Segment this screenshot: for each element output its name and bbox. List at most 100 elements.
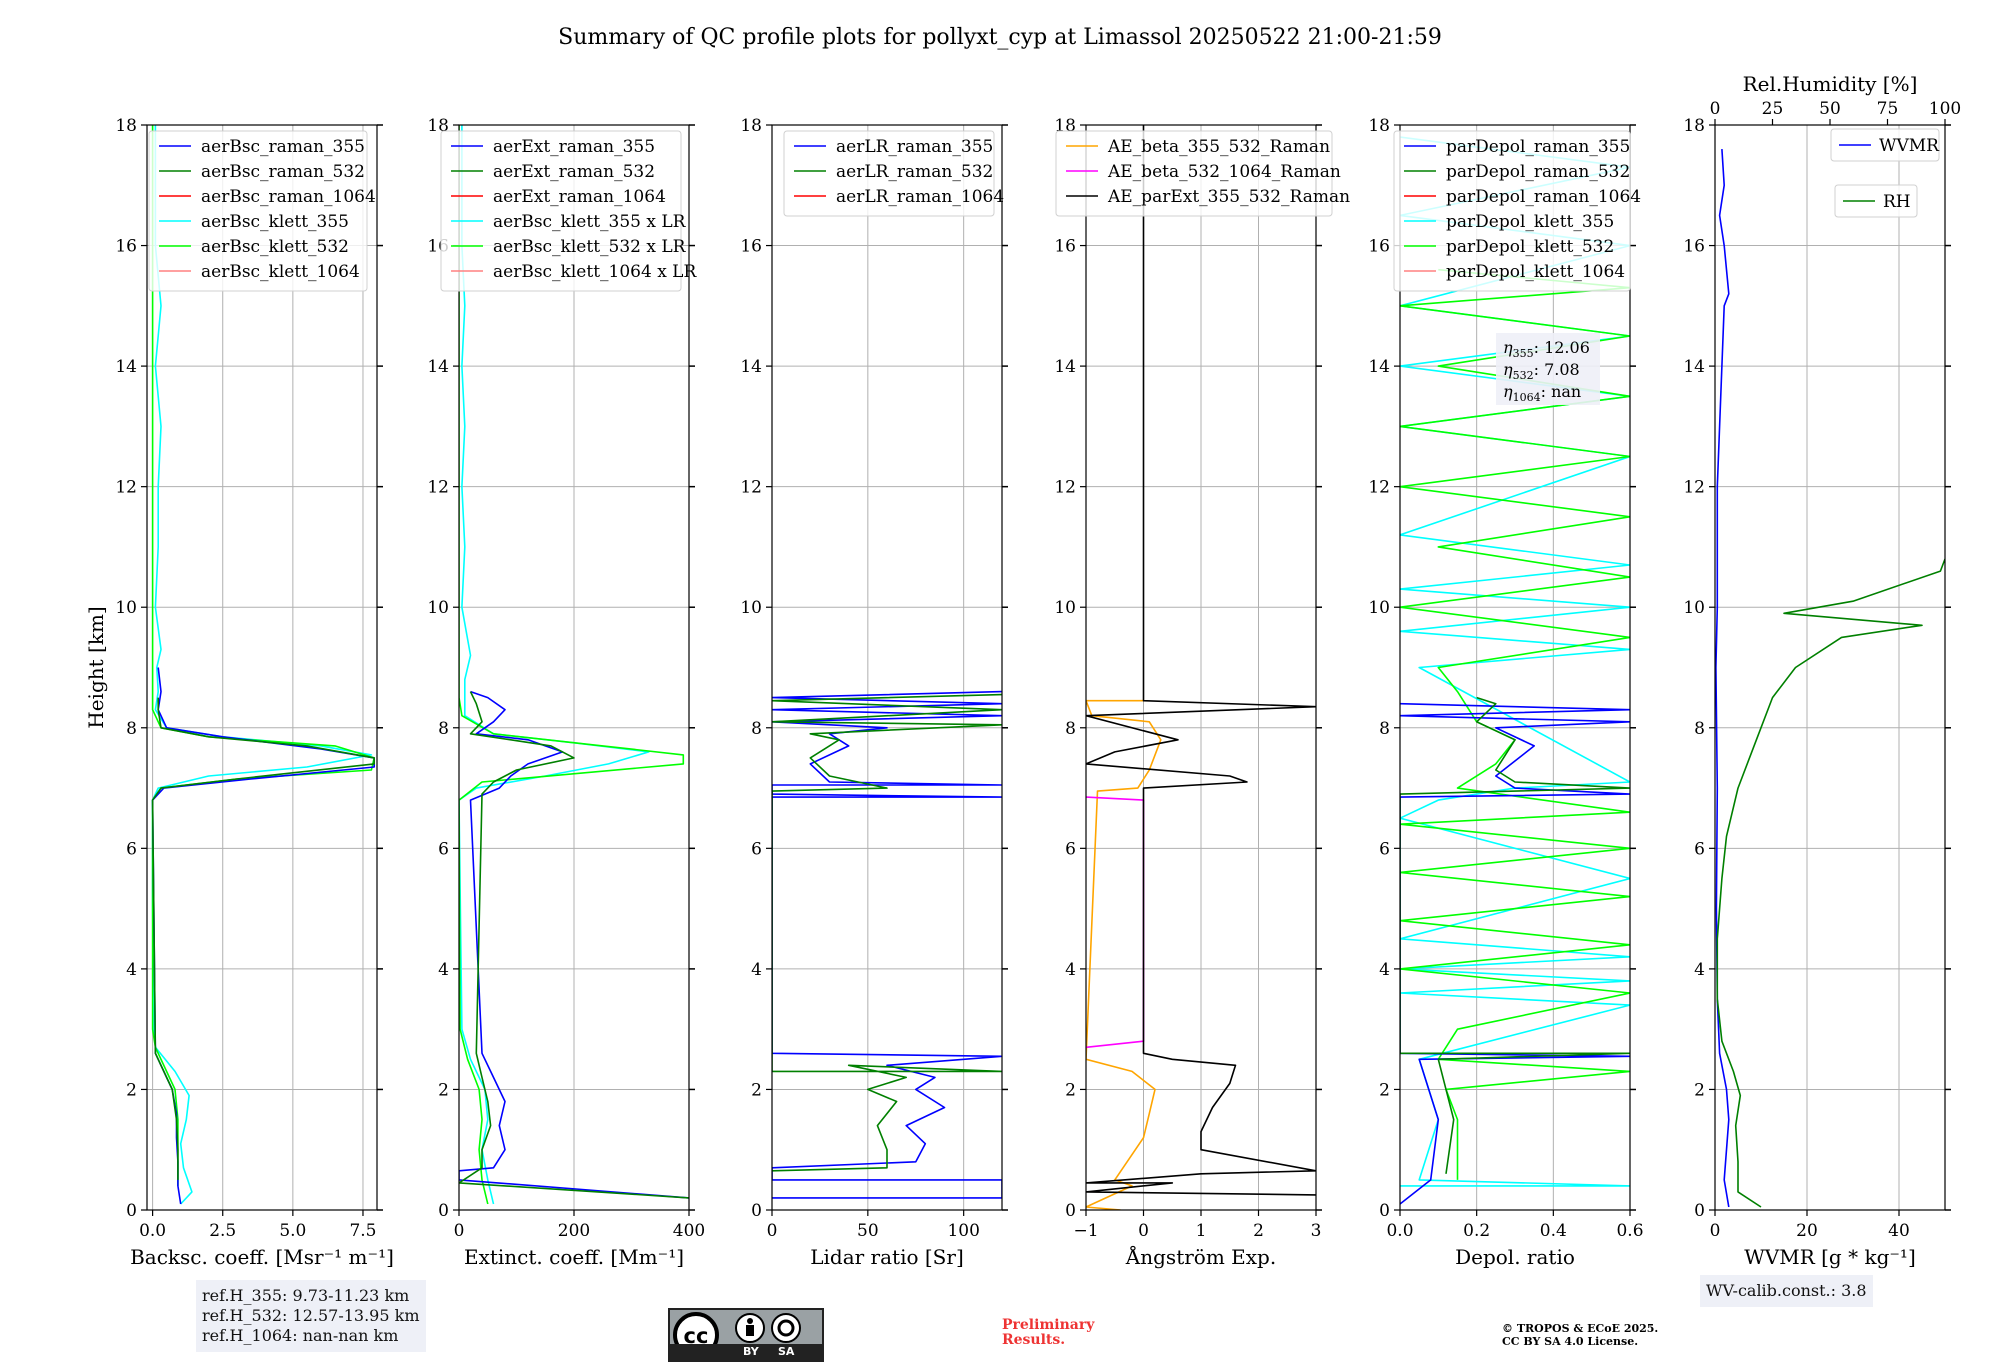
copyright-notice: © TROPOS & ECoE 2025. CC BY SA 4.0 Licen… <box>1502 1322 1658 1348</box>
legend-label: AE_beta_355_532_Raman <box>1107 137 1330 157</box>
y-tick-label: 6 <box>126 839 137 859</box>
series-line-parDepol_raman_355 <box>1400 702 1630 1205</box>
y-tick-label: 16 <box>115 237 137 257</box>
eta-symbol: η <box>1503 360 1513 379</box>
legend-label: aerLR_raman_532 <box>836 162 993 182</box>
y-tick-label: 14 <box>115 357 137 377</box>
y-tick-label: 6 <box>1694 839 1705 859</box>
legend: parDepol_raman_355 parDepol_raman_532 parD… <box>1393 130 1641 292</box>
reference-height-box: ref.H_355: 9.73-11.23 km ref.H_532: 12.5… <box>196 1280 426 1352</box>
copyright-line-2: CC BY SA 4.0 License. <box>1502 1335 1639 1348</box>
series-line-aerExt_raman_355 <box>459 690 689 1199</box>
series-group <box>1086 125 1316 1210</box>
y-tick-label: 10 <box>1368 598 1390 618</box>
y-tick-label: 14 <box>740 357 762 377</box>
y-tick-label: 0 <box>1379 1201 1390 1221</box>
x-tick-label: 50 <box>857 1221 879 1241</box>
y-tick-label: 12 <box>1054 478 1076 498</box>
x-axis-label: Ångström Exp. <box>1125 1244 1276 1269</box>
x-tick-label: 400 <box>673 1221 705 1241</box>
x-tick-label: 40 <box>1888 1221 1910 1241</box>
y-tick-label: 6 <box>751 839 762 859</box>
wv-calib-box: WV-calib.const.: 3.8 <box>1700 1275 1873 1307</box>
series-group <box>1400 136 1630 1205</box>
wv-calib-text: WV-calib.const.: 3.8 <box>1706 1281 1867 1300</box>
series-line-aerLR_raman_355 <box>772 690 1002 1199</box>
legend: aerExt_raman_355 aerExt_raman_532 aerExt_r… <box>440 130 697 292</box>
legend-label: aerExt_raman_532 <box>493 162 655 182</box>
sa-share-icon <box>771 1313 801 1343</box>
series-line-parDepol_klett_532 <box>1400 268 1630 1180</box>
preliminary-line-1: Preliminary <box>1002 1317 1095 1333</box>
top-axis-label: Rel.Humidity [%] <box>1743 72 1918 96</box>
y-tick-label: 2 <box>438 1080 449 1100</box>
plot-frame <box>1714 124 1946 1211</box>
x-tick-label: 3 <box>1311 1221 1322 1241</box>
x-tick-label: 7.5 <box>349 1221 376 1241</box>
series-line-aerBsc_raman_532 <box>151 697 375 1180</box>
y-tick-label: 6 <box>1065 839 1076 859</box>
legend: aerBsc_raman_355 aerBsc_raman_532 aerBsc_r… <box>148 130 376 292</box>
y-tick-label: 4 <box>751 960 762 980</box>
legend-label: aerBsc_raman_355 <box>201 137 365 157</box>
y-tick-label: 16 <box>740 237 762 257</box>
y-tick-label: 16 <box>1683 237 1705 257</box>
y-tick-label: 4 <box>126 960 137 980</box>
legend-box <box>1393 130 1631 292</box>
copyright-line-1: © TROPOS & ECoE 2025. <box>1502 1322 1659 1335</box>
x-tick-label: 0.0 <box>1386 1221 1413 1241</box>
y-tick-label: 12 <box>427 478 449 498</box>
cc-circle-icon <box>673 1312 719 1344</box>
sa-arrow <box>777 1319 795 1337</box>
y-tick-label: 14 <box>1368 357 1390 377</box>
legend-label: parDepol_raman_532 <box>1446 162 1630 182</box>
cc-badge-by: BY <box>743 1345 759 1358</box>
series-line-parDepol_klett_355 <box>1400 136 1630 1187</box>
series-line-parDepol_raman_532 <box>1400 696 1630 1174</box>
y-tick-label: 18 <box>740 116 762 136</box>
legend-label: parDepol_raman_1064 <box>1446 187 1641 207</box>
x-tick-label: 100 <box>947 1221 979 1241</box>
by-person-head <box>747 1318 753 1324</box>
y-tick-label: 10 <box>1054 598 1076 618</box>
preliminary-line-2: Results. <box>1002 1332 1066 1348</box>
y-tick-label: 2 <box>1694 1080 1705 1100</box>
y-tick-label: 0 <box>438 1201 449 1221</box>
x-tick-label: 2 <box>1253 1221 1264 1241</box>
eta-label: η532: 7.08 <box>1503 360 1580 382</box>
legend-label: aerBsc_klett_532 x LR <box>493 237 687 257</box>
legend-label: aerBsc_klett_1064 <box>201 262 360 282</box>
plot-frame <box>1399 124 1631 1211</box>
y-tick-label: 14 <box>1683 357 1705 377</box>
legend-box <box>1055 130 1333 217</box>
y-tick-label: 14 <box>1054 357 1076 377</box>
legend-box <box>1830 128 1940 162</box>
y-tick-label: 12 <box>1683 478 1705 498</box>
y-tick-label: 10 <box>115 598 137 618</box>
series-line-aerBsc_klett_355 <box>151 125 373 1205</box>
y-tick-label: 2 <box>126 1080 137 1100</box>
chart-title: Summary of QC profile plots for pollyxt_… <box>558 25 1442 50</box>
legend-label: aerBsc_klett_1064 x LR <box>493 262 697 282</box>
x-axis-label: Extinct. coeff. [Mm⁻¹] <box>464 1245 684 1269</box>
series-group <box>151 125 375 1205</box>
eta-value: : nan <box>1541 382 1582 401</box>
legend-label: parDepol_klett_532 <box>1446 237 1614 257</box>
x-tick-label: 0.2 <box>1463 1221 1490 1241</box>
y-tick-label: 0 <box>751 1201 762 1221</box>
plot-frame <box>1085 124 1317 1211</box>
legend-box <box>783 130 995 217</box>
y-tick-label: 0 <box>1694 1201 1705 1221</box>
y-tick-label: 2 <box>1065 1080 1076 1100</box>
series-line-WVMR <box>1715 149 1730 1208</box>
x-axis-label: WVMR [g * kg⁻¹] <box>1744 1245 1916 1269</box>
panel-lidar_ratio: 0 2 4 6 8 10 12 14 16 18 0 50 100 Lidar ratio [Sr] aer… <box>740 116 1008 1269</box>
y-tick-label: 10 <box>1683 598 1705 618</box>
legend-label: aerBsc_klett_532 <box>201 237 349 257</box>
y-tick-label: 4 <box>438 960 449 980</box>
eta-label: η355: 12.06 <box>1503 338 1590 360</box>
legend-box <box>1834 184 1918 218</box>
y-tick-label: 10 <box>427 598 449 618</box>
